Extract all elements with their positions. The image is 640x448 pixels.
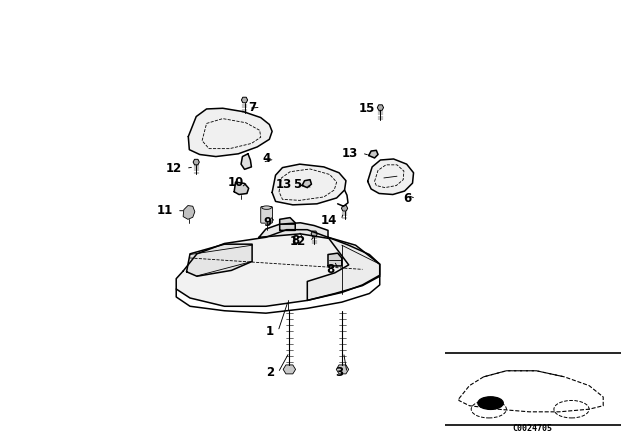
Text: 4: 4 <box>262 152 270 165</box>
Text: 11: 11 <box>157 204 173 217</box>
Polygon shape <box>259 223 328 238</box>
Text: 10: 10 <box>228 176 244 189</box>
Text: 13: 13 <box>341 146 358 159</box>
Circle shape <box>471 401 506 418</box>
Polygon shape <box>302 180 312 188</box>
Polygon shape <box>241 154 252 169</box>
Polygon shape <box>307 237 380 301</box>
Polygon shape <box>188 108 272 156</box>
Polygon shape <box>280 218 295 230</box>
Text: 8: 8 <box>326 263 334 276</box>
Circle shape <box>478 397 503 409</box>
Polygon shape <box>367 159 413 194</box>
Text: 1: 1 <box>266 325 274 338</box>
Ellipse shape <box>262 206 271 209</box>
Polygon shape <box>272 164 346 205</box>
Text: 6: 6 <box>404 192 412 205</box>
Polygon shape <box>328 253 342 266</box>
Text: 15: 15 <box>358 102 375 115</box>
Text: 8: 8 <box>291 233 300 246</box>
Text: 5: 5 <box>293 178 301 191</box>
Polygon shape <box>234 182 249 194</box>
Polygon shape <box>283 365 296 374</box>
Polygon shape <box>311 231 317 237</box>
Circle shape <box>554 401 589 418</box>
Polygon shape <box>342 206 348 211</box>
Polygon shape <box>187 244 252 276</box>
Polygon shape <box>183 206 195 220</box>
Polygon shape <box>241 97 248 103</box>
Text: 2: 2 <box>266 366 274 379</box>
Polygon shape <box>336 365 349 374</box>
Text: 14: 14 <box>321 214 337 227</box>
Text: C0024705: C0024705 <box>513 424 553 433</box>
Text: 13: 13 <box>276 178 292 191</box>
FancyBboxPatch shape <box>260 207 273 223</box>
Text: 9: 9 <box>263 215 271 228</box>
Polygon shape <box>176 230 380 306</box>
Text: 12: 12 <box>290 235 306 248</box>
Polygon shape <box>193 159 199 165</box>
Text: 12: 12 <box>166 162 182 175</box>
Polygon shape <box>369 151 378 158</box>
Polygon shape <box>378 105 383 110</box>
Text: 3: 3 <box>335 366 343 379</box>
Text: 7: 7 <box>248 101 257 114</box>
